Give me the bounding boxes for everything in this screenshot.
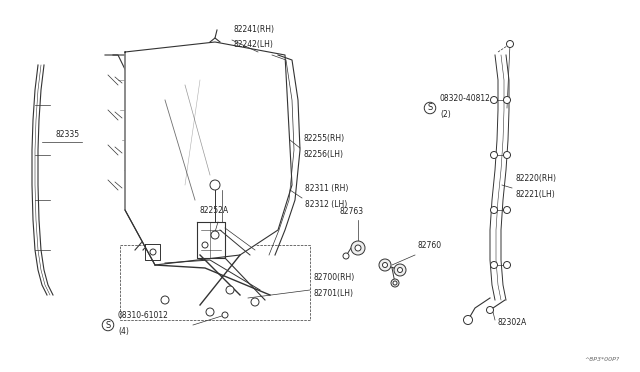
Circle shape [490, 151, 497, 158]
Circle shape [343, 253, 349, 259]
Circle shape [226, 286, 234, 294]
Circle shape [504, 151, 511, 158]
Text: (2): (2) [440, 110, 451, 119]
Text: 82256(LH): 82256(LH) [303, 150, 343, 159]
Circle shape [251, 298, 259, 306]
Text: ^8P3*00P?: ^8P3*00P? [585, 357, 620, 362]
Text: 82302A: 82302A [498, 318, 527, 327]
Text: S: S [106, 321, 111, 330]
Circle shape [150, 249, 156, 255]
Circle shape [504, 206, 511, 214]
Circle shape [463, 315, 472, 324]
Circle shape [490, 262, 497, 269]
Text: 82311 (RH): 82311 (RH) [305, 184, 348, 193]
Text: 82220(RH): 82220(RH) [515, 174, 556, 183]
Text: 82701(LH): 82701(LH) [313, 289, 353, 298]
Text: 82255(RH): 82255(RH) [303, 134, 344, 143]
Text: S: S [428, 103, 433, 112]
Circle shape [210, 180, 220, 190]
Circle shape [211, 231, 219, 239]
Text: 82335: 82335 [55, 130, 79, 139]
Text: 82252A: 82252A [200, 206, 229, 215]
Circle shape [490, 206, 497, 214]
Circle shape [161, 296, 169, 304]
Circle shape [355, 245, 361, 251]
Text: 82221(LH): 82221(LH) [515, 190, 555, 199]
Circle shape [504, 96, 511, 103]
Circle shape [490, 96, 497, 103]
Text: 82312 (LH): 82312 (LH) [305, 200, 348, 209]
Polygon shape [125, 42, 292, 265]
Text: (4): (4) [118, 327, 129, 336]
Circle shape [504, 262, 511, 269]
Circle shape [486, 307, 493, 314]
Circle shape [202, 242, 208, 248]
Circle shape [391, 279, 399, 287]
Circle shape [393, 281, 397, 285]
Text: 08320-40812: 08320-40812 [440, 94, 491, 103]
Circle shape [394, 264, 406, 276]
Circle shape [351, 241, 365, 255]
Circle shape [383, 263, 387, 267]
Text: 82241(RH): 82241(RH) [233, 25, 274, 34]
Circle shape [397, 267, 403, 273]
Text: 82700(RH): 82700(RH) [313, 273, 355, 282]
Circle shape [206, 308, 214, 316]
Text: 82760: 82760 [418, 241, 442, 250]
Text: 08310-61012: 08310-61012 [118, 311, 169, 320]
Circle shape [222, 312, 228, 318]
Text: 82242(LH): 82242(LH) [233, 40, 273, 49]
Circle shape [506, 41, 513, 48]
Circle shape [379, 259, 391, 271]
Text: 82763: 82763 [340, 207, 364, 216]
